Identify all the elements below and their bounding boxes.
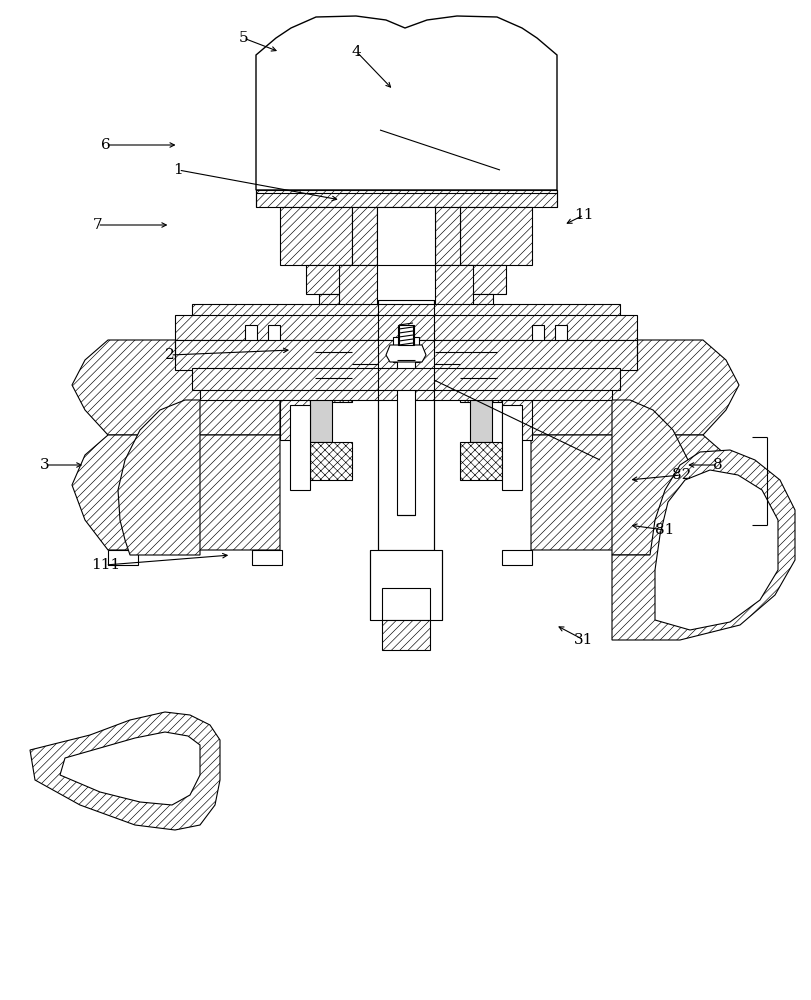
- Bar: [310, 367, 352, 402]
- Bar: [460, 442, 502, 480]
- Bar: [315, 350, 377, 364]
- Bar: [460, 367, 502, 402]
- Bar: [382, 620, 430, 650]
- Bar: [460, 294, 493, 305]
- Bar: [382, 588, 430, 620]
- Polygon shape: [118, 400, 200, 555]
- Bar: [672, 550, 702, 565]
- Bar: [378, 300, 434, 550]
- Bar: [319, 294, 352, 305]
- Bar: [339, 265, 377, 305]
- Polygon shape: [612, 400, 697, 555]
- Bar: [352, 340, 377, 352]
- Text: 11: 11: [574, 208, 594, 222]
- Text: 1: 1: [174, 163, 183, 177]
- Bar: [370, 550, 442, 620]
- Bar: [280, 207, 352, 265]
- Bar: [175, 340, 637, 370]
- Polygon shape: [531, 435, 739, 550]
- Bar: [502, 390, 532, 440]
- Bar: [377, 305, 435, 350]
- Bar: [175, 315, 637, 340]
- Polygon shape: [256, 16, 557, 190]
- Bar: [435, 340, 460, 352]
- Text: 3: 3: [40, 458, 49, 472]
- Text: 31: 31: [574, 633, 594, 647]
- Bar: [555, 325, 567, 345]
- Polygon shape: [72, 435, 280, 550]
- Bar: [435, 350, 497, 364]
- Bar: [502, 367, 532, 392]
- Polygon shape: [30, 712, 220, 830]
- Bar: [393, 337, 419, 362]
- Bar: [256, 190, 557, 207]
- Polygon shape: [612, 450, 795, 640]
- Bar: [245, 325, 257, 345]
- Text: 4: 4: [352, 45, 362, 59]
- Polygon shape: [531, 340, 739, 435]
- Bar: [435, 265, 473, 305]
- Bar: [532, 325, 544, 345]
- Bar: [502, 405, 522, 490]
- Text: 81: 81: [655, 523, 675, 537]
- Bar: [310, 392, 332, 442]
- Bar: [470, 392, 492, 442]
- Bar: [200, 370, 612, 400]
- Bar: [435, 207, 460, 265]
- Bar: [377, 207, 435, 265]
- Polygon shape: [386, 345, 426, 362]
- Text: 7: 7: [92, 218, 102, 232]
- Bar: [460, 207, 532, 265]
- Bar: [306, 265, 352, 294]
- Bar: [397, 360, 415, 515]
- Bar: [268, 325, 280, 345]
- Bar: [280, 390, 310, 440]
- Polygon shape: [72, 340, 280, 435]
- Bar: [460, 265, 506, 294]
- Bar: [192, 368, 620, 390]
- Bar: [192, 304, 620, 332]
- Polygon shape: [60, 732, 200, 805]
- Bar: [290, 405, 310, 490]
- Bar: [108, 550, 138, 565]
- Bar: [502, 550, 532, 565]
- Text: 2: 2: [165, 348, 175, 362]
- Text: 5: 5: [238, 31, 248, 45]
- Text: 6: 6: [101, 138, 110, 152]
- Bar: [352, 207, 377, 265]
- Bar: [398, 325, 414, 345]
- Bar: [280, 367, 310, 392]
- Text: 8: 8: [713, 458, 723, 472]
- Bar: [192, 332, 620, 360]
- Text: 82: 82: [672, 468, 691, 482]
- Text: 111: 111: [91, 558, 120, 572]
- Bar: [310, 442, 352, 480]
- Polygon shape: [655, 470, 778, 630]
- Bar: [252, 550, 282, 565]
